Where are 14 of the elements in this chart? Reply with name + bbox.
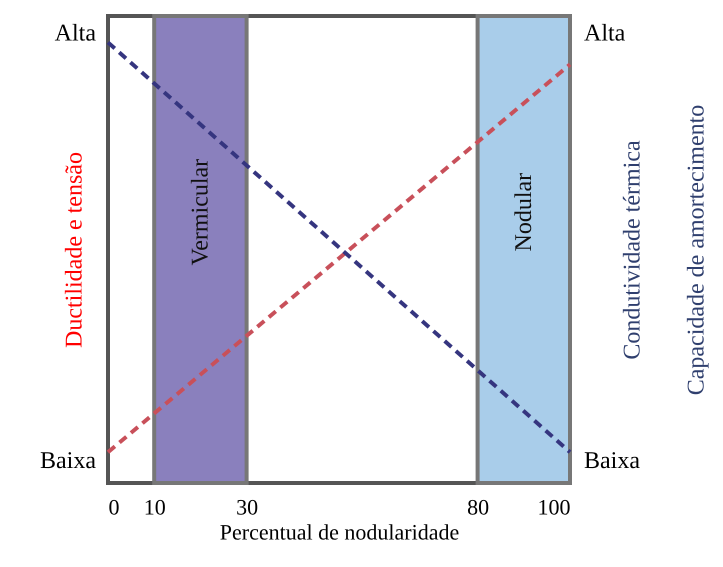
text: Baixa — [584, 448, 640, 474]
x-tick-label: 100 — [538, 494, 570, 520]
x-axis-title: Percentual de nodularidade — [220, 520, 460, 544]
band-label: Nodular — [510, 172, 537, 252]
x-tick-label: 10 — [144, 494, 166, 520]
text: Alta — [54, 20, 96, 47]
text: Condutividade térmica Capacidade de amortecimento — [620, 104, 710, 396]
y-axis-title: Ductilidade e tensão — [62, 152, 88, 348]
text: Baixa — [40, 448, 96, 474]
x-tick-label: 80 — [467, 494, 490, 520]
x-tick-label: 30 — [236, 494, 258, 520]
band-label: Vermicular — [187, 158, 214, 266]
x-tick-label: 0 — [108, 494, 120, 520]
text: Alta — [584, 20, 626, 47]
